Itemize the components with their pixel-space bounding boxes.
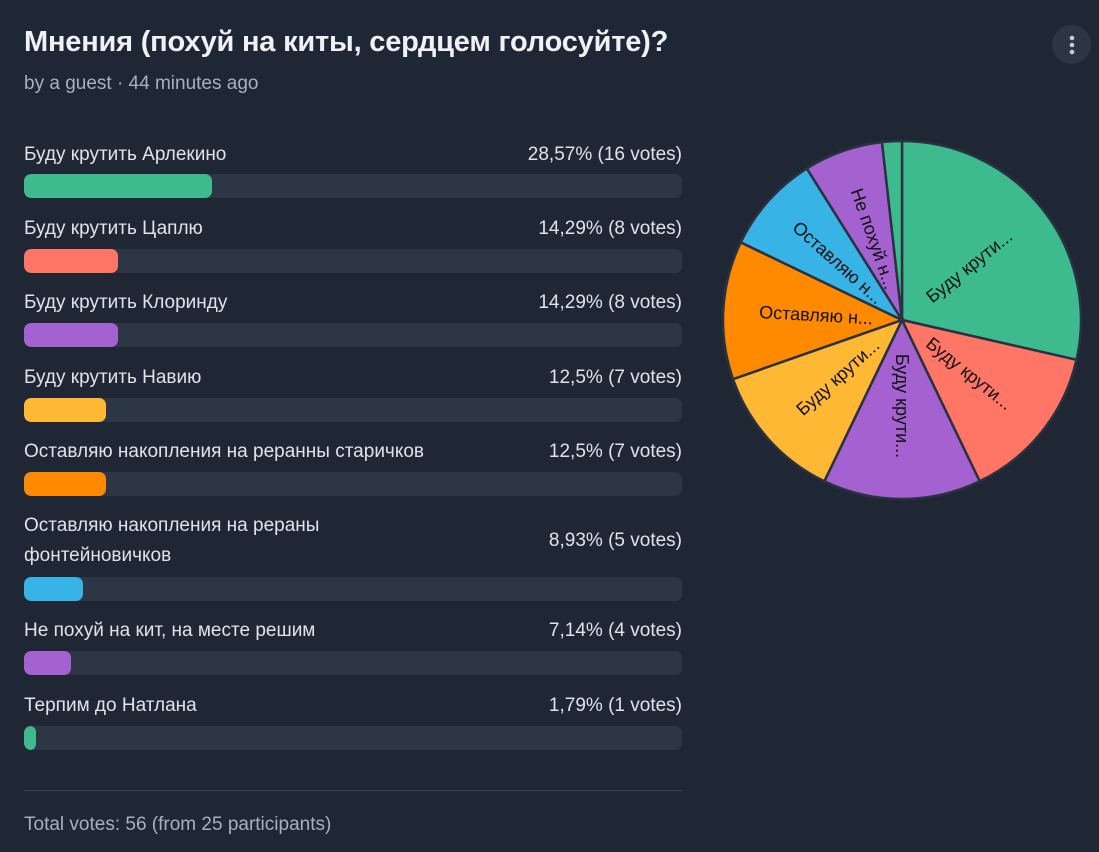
option-label: Буду крутить Арлекино (24, 144, 227, 165)
total-votes: Total votes: 56 (from 25 participants) (24, 814, 332, 835)
pie-slice[interactable] (731, 317, 905, 483)
progress-fill (24, 577, 83, 601)
poll-option[interactable]: Буду крутить Навию 12,5% (7 votes) (24, 363, 682, 422)
option-label: Оставляю накопления на реранны старичков (24, 441, 425, 462)
option-result: 28,57% (16 votes) (527, 144, 682, 165)
poll-option[interactable]: Терпим до Натлана 1,79% (1 votes) (24, 691, 682, 750)
poll-title: Мнения (похуй на киты, сердцем голосуйте… (24, 26, 669, 58)
more-options-button[interactable] (1052, 25, 1091, 64)
progress-bar (24, 174, 682, 198)
progress-bar (24, 726, 682, 750)
pie-slice[interactable] (721, 240, 906, 381)
option-label: Буду крутить Цаплю (24, 218, 203, 239)
progress-bar (24, 398, 682, 422)
option-result: 7,14% (4 votes) (548, 620, 682, 641)
option-label: Терпим до Натлана (24, 695, 197, 716)
option-result: 1,79% (1 votes) (548, 695, 682, 716)
progress-fill (24, 651, 71, 675)
pie-slice[interactable] (900, 139, 1083, 362)
progress-bar (24, 577, 682, 601)
progress-fill (24, 174, 212, 198)
poll-option[interactable]: Буду крутить Клоринду 14,29% (8 votes) (24, 288, 682, 347)
progress-bar (24, 472, 682, 496)
option-result: 14,29% (8 votes) (538, 292, 682, 313)
option-label: Буду крутить Навию (24, 367, 202, 388)
pie-slice[interactable] (899, 318, 1079, 483)
progress-fill (24, 249, 119, 273)
pie-slice[interactable] (822, 317, 982, 501)
poll-meta: by a guest · 44 minutes ago (24, 73, 259, 94)
poll-option[interactable]: Не похуй на кит, на месте решим 7,14% (4… (24, 616, 682, 675)
poll-option[interactable]: Оставляю накопления на рераны фонтейнови… (24, 511, 682, 601)
poll-option[interactable]: Оставляю накопления на реранны старичков… (24, 437, 682, 496)
progress-fill (24, 726, 36, 750)
poll-option[interactable]: Буду крутить Арлекино 28,57% (16 votes) (24, 140, 682, 198)
option-result: 12,5% (7 votes) (548, 367, 682, 388)
poll-option[interactable]: Буду крутить Цаплю 14,29% (8 votes) (24, 214, 682, 273)
option-result: 12,5% (7 votes) (548, 441, 682, 462)
progress-bar (24, 323, 682, 347)
pie-slice[interactable] (739, 166, 906, 324)
progress-bar (24, 651, 682, 675)
option-label: Оставляю накопления на рераны фонтейнови… (24, 515, 320, 566)
pie-slice[interactable] (880, 139, 904, 321)
more-vertical-icon (1069, 35, 1074, 54)
option-result: 8,93% (5 votes) (548, 530, 682, 551)
progress-fill (24, 472, 107, 496)
progress-fill (24, 323, 119, 347)
pie-slice-label: Буду крути... (892, 354, 912, 458)
divider (24, 790, 682, 791)
option-label: Не похуй на кит, на месте решим (24, 620, 316, 641)
progress-bar (24, 249, 682, 273)
progress-fill (24, 398, 107, 422)
option-label: Буду крутить Клоринду (24, 292, 228, 313)
pie-chart: Буду крути...Буду крути...Буду крути...Б… (721, 139, 1083, 501)
option-result: 14,29% (8 votes) (538, 218, 682, 239)
